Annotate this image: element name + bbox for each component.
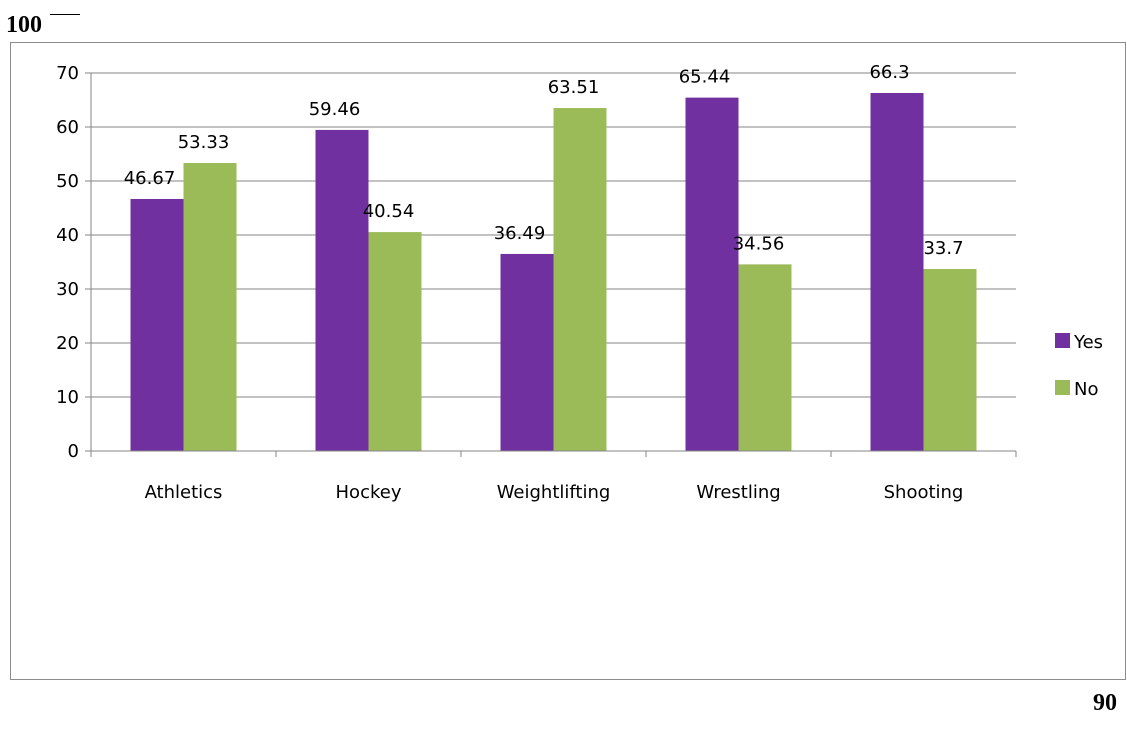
data-label: 66.3 bbox=[869, 62, 909, 83]
y-tick-label: 70 bbox=[56, 63, 79, 84]
data-label: 63.51 bbox=[548, 77, 600, 98]
legend-label-no: No bbox=[1074, 379, 1098, 400]
data-label: 33.7 bbox=[923, 238, 963, 259]
data-label: 53.33 bbox=[178, 132, 230, 153]
bar-no bbox=[923, 269, 977, 451]
y-tick-label: 60 bbox=[56, 117, 79, 138]
y-tick-label: 20 bbox=[56, 333, 79, 354]
legend-swatch-yes bbox=[1055, 333, 1070, 348]
bar-yes bbox=[500, 253, 554, 451]
bar-yes bbox=[315, 129, 369, 451]
legend-label-yes: Yes bbox=[1073, 332, 1103, 353]
data-label: 36.49 bbox=[494, 223, 546, 244]
chart-frame: 0 10 20 30 40 50 60 70 Athletics Hockey Weightlift… bbox=[10, 42, 1126, 680]
axes: 0 10 20 30 40 50 60 70 Athletics Hockey Weightlift… bbox=[56, 63, 1017, 503]
y-tick-label: 0 bbox=[68, 441, 79, 462]
bar-no bbox=[738, 264, 792, 451]
x-tick-label: Shooting bbox=[884, 482, 964, 503]
x-tick-label: Weightlifting bbox=[497, 482, 611, 503]
bar-chart: 0 10 20 30 40 50 60 70 Athletics Hockey Weightlift… bbox=[56, 62, 1103, 503]
bar-yes bbox=[685, 97, 739, 452]
x-tick-label: Hockey bbox=[336, 482, 402, 503]
bar-no bbox=[553, 108, 607, 452]
data-label: 59.46 bbox=[309, 99, 361, 120]
x-tick-label: Athletics bbox=[145, 482, 223, 503]
y-tick-label: 50 bbox=[56, 171, 79, 192]
y-tick-label: 10 bbox=[56, 387, 79, 408]
legend-swatch-no bbox=[1055, 380, 1070, 395]
legend: Yes No bbox=[1055, 332, 1103, 400]
bars bbox=[130, 92, 977, 452]
y-tick-label: 40 bbox=[56, 225, 79, 246]
data-label: 65.44 bbox=[679, 67, 731, 88]
data-label: 34.56 bbox=[733, 233, 785, 254]
data-label: 46.67 bbox=[124, 168, 176, 189]
page-number-bottom: 90 bbox=[1093, 690, 1117, 716]
page-number-rule bbox=[50, 14, 80, 15]
x-tick-label: Wrestling bbox=[696, 482, 780, 503]
bar-no bbox=[183, 163, 237, 451]
bar-yes bbox=[130, 198, 184, 451]
data-label: 40.54 bbox=[363, 201, 415, 222]
y-tick-label: 30 bbox=[56, 279, 79, 300]
bar-yes bbox=[870, 92, 924, 452]
bar-no bbox=[368, 232, 422, 451]
page-number-top: 100 bbox=[6, 12, 42, 38]
gridlines bbox=[91, 72, 1016, 398]
